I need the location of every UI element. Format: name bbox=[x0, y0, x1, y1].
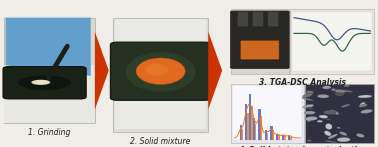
Bar bbox=[240, 125, 242, 140]
Ellipse shape bbox=[306, 107, 314, 110]
Ellipse shape bbox=[323, 110, 336, 115]
Ellipse shape bbox=[359, 104, 367, 107]
Bar bbox=[282, 135, 285, 140]
FancyBboxPatch shape bbox=[113, 18, 208, 132]
Bar bbox=[270, 126, 273, 140]
FancyBboxPatch shape bbox=[4, 65, 94, 123]
FancyBboxPatch shape bbox=[241, 41, 279, 59]
Polygon shape bbox=[6, 18, 91, 76]
Bar bbox=[284, 136, 286, 140]
Ellipse shape bbox=[341, 90, 353, 92]
Ellipse shape bbox=[322, 86, 331, 89]
FancyBboxPatch shape bbox=[232, 85, 302, 140]
Ellipse shape bbox=[304, 111, 315, 115]
Bar bbox=[251, 106, 253, 140]
Ellipse shape bbox=[125, 52, 196, 92]
FancyBboxPatch shape bbox=[3, 67, 86, 99]
FancyBboxPatch shape bbox=[253, 11, 263, 27]
Bar bbox=[272, 130, 274, 140]
FancyBboxPatch shape bbox=[231, 11, 289, 68]
Ellipse shape bbox=[337, 127, 341, 129]
Ellipse shape bbox=[317, 120, 323, 122]
FancyBboxPatch shape bbox=[268, 11, 279, 27]
Ellipse shape bbox=[305, 117, 318, 121]
Ellipse shape bbox=[361, 109, 373, 113]
Ellipse shape bbox=[324, 131, 331, 136]
Ellipse shape bbox=[330, 110, 339, 115]
Ellipse shape bbox=[324, 140, 337, 143]
FancyBboxPatch shape bbox=[305, 84, 374, 143]
Ellipse shape bbox=[317, 94, 329, 98]
FancyBboxPatch shape bbox=[115, 19, 206, 129]
Ellipse shape bbox=[307, 140, 311, 142]
Ellipse shape bbox=[328, 134, 338, 139]
Ellipse shape bbox=[136, 58, 185, 84]
Ellipse shape bbox=[334, 89, 346, 93]
Bar bbox=[266, 132, 268, 140]
FancyBboxPatch shape bbox=[231, 84, 304, 143]
Bar bbox=[249, 94, 251, 140]
Ellipse shape bbox=[331, 88, 335, 91]
Ellipse shape bbox=[305, 91, 314, 94]
Bar bbox=[290, 137, 291, 140]
Ellipse shape bbox=[18, 75, 71, 90]
Bar bbox=[260, 116, 262, 140]
Text: 3. TGA-DSC Analysis: 3. TGA-DSC Analysis bbox=[259, 78, 346, 87]
Bar bbox=[242, 129, 243, 140]
Bar bbox=[253, 118, 256, 140]
Bar bbox=[288, 136, 290, 140]
Ellipse shape bbox=[360, 102, 365, 106]
FancyBboxPatch shape bbox=[290, 9, 374, 74]
Ellipse shape bbox=[146, 64, 168, 76]
Ellipse shape bbox=[319, 115, 328, 118]
Ellipse shape bbox=[31, 80, 50, 85]
Bar bbox=[276, 134, 279, 140]
Ellipse shape bbox=[335, 91, 344, 94]
FancyBboxPatch shape bbox=[4, 18, 94, 123]
Ellipse shape bbox=[302, 98, 313, 101]
Ellipse shape bbox=[344, 85, 350, 87]
Ellipse shape bbox=[325, 123, 332, 130]
Bar bbox=[247, 113, 249, 140]
Ellipse shape bbox=[307, 120, 311, 121]
FancyBboxPatch shape bbox=[292, 12, 372, 71]
Text: 1. Grinding: 1. Grinding bbox=[28, 128, 70, 137]
Bar bbox=[255, 124, 256, 140]
Bar bbox=[259, 109, 261, 140]
Text: 4. Solid state characterization: 4. Solid state characterization bbox=[238, 146, 367, 147]
Ellipse shape bbox=[358, 95, 372, 98]
Bar bbox=[265, 130, 267, 140]
Text: 2. Solid mixture: 2. Solid mixture bbox=[130, 137, 191, 146]
Ellipse shape bbox=[325, 119, 331, 120]
Ellipse shape bbox=[303, 104, 314, 108]
Ellipse shape bbox=[335, 92, 344, 96]
Bar bbox=[278, 135, 280, 140]
FancyBboxPatch shape bbox=[237, 11, 248, 27]
Bar bbox=[245, 104, 247, 140]
FancyBboxPatch shape bbox=[231, 9, 289, 74]
Ellipse shape bbox=[303, 93, 313, 97]
Ellipse shape bbox=[341, 104, 350, 107]
Ellipse shape bbox=[356, 133, 364, 137]
FancyBboxPatch shape bbox=[110, 42, 211, 100]
Ellipse shape bbox=[337, 137, 350, 142]
Ellipse shape bbox=[339, 132, 347, 136]
